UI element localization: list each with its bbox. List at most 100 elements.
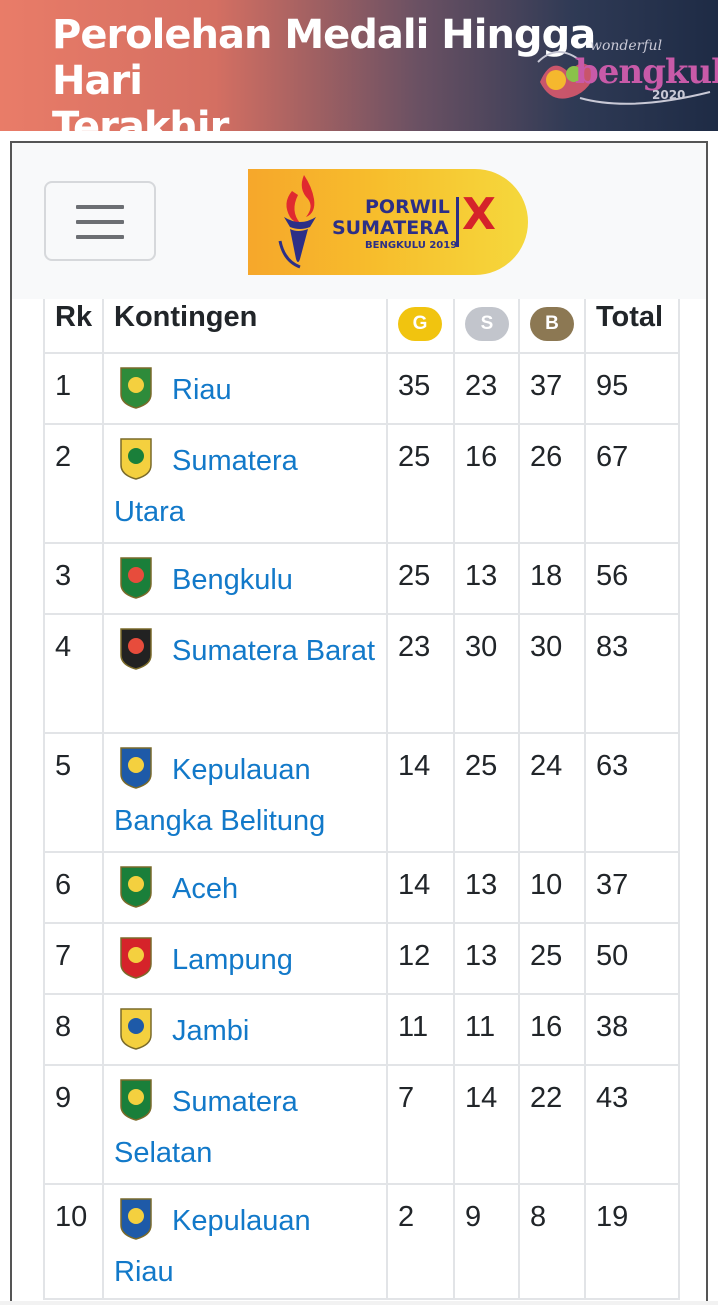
- rank-cell: 2: [43, 423, 104, 544]
- silver-count-cell: 13: [453, 542, 520, 615]
- rank-cell: 3: [43, 542, 104, 615]
- gold-count-cell: 14: [386, 851, 455, 924]
- contingent-link[interactable]: Riau: [172, 374, 232, 406]
- contingent-link[interactable]: Lampung: [172, 944, 293, 976]
- medal-table: Rk Kontingen G S B Total 1 Riau 35 23 37 95 2 S…: [43, 299, 680, 1300]
- table-row: 2 Sumatera Utara 25 16 26 67: [43, 423, 680, 544]
- total-count-cell: 38: [584, 993, 680, 1066]
- hamburger-icon-bar: [76, 220, 124, 224]
- brand-divider: [456, 197, 459, 247]
- province-emblem-icon: [120, 367, 152, 410]
- contingent-link[interactable]: Bengkulu: [172, 564, 293, 596]
- contingent-cell: Kepulauan Riau: [102, 1183, 388, 1300]
- contingent-cell: Bengkulu: [102, 542, 388, 615]
- table-row: 4 Sumatera Barat 23 30 30 83: [43, 613, 680, 734]
- province-emblem-icon: [120, 1079, 152, 1122]
- page-banner: Perolehan Medali Hingga Hari Terakhir wo…: [0, 0, 718, 131]
- bronze-count-cell: 26: [518, 423, 586, 544]
- header-gold: G: [386, 299, 455, 354]
- bottom-divider: [0, 1301, 718, 1305]
- wonderful-bengkulu-logo: [537, 51, 711, 105]
- contingent-link[interactable]: Aceh: [172, 873, 239, 905]
- logo-year-text: 2020: [652, 88, 686, 102]
- gold-count-cell: 25: [386, 423, 455, 544]
- gold-count-cell: 2: [386, 1183, 455, 1300]
- contingent-link[interactable]: Kepulauan Riau: [114, 1205, 311, 1288]
- silver-count-cell: 23: [453, 352, 520, 425]
- province-emblem-icon: [120, 747, 152, 790]
- contingent-cell: Aceh: [102, 851, 388, 924]
- silver-count-cell: 30: [453, 613, 520, 734]
- province-emblem-icon: [120, 1008, 152, 1051]
- contingent-cell: Jambi: [102, 993, 388, 1066]
- total-count-cell: 56: [584, 542, 680, 615]
- contingent-link[interactable]: Sumatera Selatan: [114, 1086, 298, 1169]
- page-title-line2: Terakhir: [52, 104, 229, 131]
- table-row: 6 Aceh 14 13 10 37: [43, 851, 680, 924]
- table-row: 8 Jambi 11 11 16 38: [43, 993, 680, 1066]
- header-bronze: B: [518, 299, 586, 354]
- contingent-link[interactable]: Sumatera Barat: [172, 635, 376, 667]
- silver-count-cell: 9: [453, 1183, 520, 1300]
- silver-count-cell: 25: [453, 732, 520, 853]
- header-rank: Rk: [43, 299, 104, 354]
- menu-toggle-button[interactable]: [44, 181, 156, 261]
- contingent-cell: Kepulauan Bangka Belitung: [102, 732, 388, 853]
- content-frame: PORWIL SUMATERA BENGKULU 2019 X Rk Konti…: [10, 141, 708, 1301]
- table-row: 7 Lampung 12 13 25 50: [43, 922, 680, 995]
- navbar: PORWIL SUMATERA BENGKULU 2019 X: [12, 143, 706, 299]
- brand-location-text: BENGKULU 2019: [365, 240, 458, 251]
- total-count-cell: 95: [584, 352, 680, 425]
- brand-sumatera-text: SUMATERA: [332, 217, 449, 239]
- table-row: 10 Kepulauan Riau 2 9 8 19: [43, 1183, 680, 1300]
- table-row: 5 Kepulauan Bangka Belitung 14 25 24 63: [43, 732, 680, 853]
- bronze-count-cell: 30: [518, 613, 586, 734]
- logo-wonderful-text: wonderful: [590, 38, 663, 54]
- brand-numeral: X: [462, 189, 496, 240]
- contingent-cell: Sumatera Selatan: [102, 1064, 388, 1185]
- hamburger-icon-bar: [76, 205, 124, 209]
- total-count-cell: 43: [584, 1064, 680, 1185]
- medal-table-body: 1 Riau 35 23 37 95 2 Sumatera Utara 25 16 26 67 3 Ben…: [43, 352, 680, 1300]
- table-row: 3 Bengkulu 25 13 18 56: [43, 542, 680, 615]
- contingent-cell: Lampung: [102, 922, 388, 995]
- page-title: Perolehan Medali Hingga Hari Terakhir: [52, 12, 612, 131]
- province-emblem-icon: [120, 1198, 152, 1241]
- rank-cell: 4: [43, 613, 104, 734]
- header-silver: S: [453, 299, 520, 354]
- bronze-count-cell: 22: [518, 1064, 586, 1185]
- table-row: 1 Riau 35 23 37 95: [43, 352, 680, 425]
- header-contingent: Kontingen: [102, 299, 388, 354]
- bronze-count-cell: 18: [518, 542, 586, 615]
- contingent-link[interactable]: Kepulauan Bangka Belitung: [114, 754, 326, 837]
- total-count-cell: 67: [584, 423, 680, 544]
- rank-cell: 1: [43, 352, 104, 425]
- gold-count-cell: 11: [386, 993, 455, 1066]
- rank-cell: 5: [43, 732, 104, 853]
- rank-cell: 10: [43, 1183, 104, 1300]
- bronze-count-cell: 10: [518, 851, 586, 924]
- torch-icon: [278, 175, 316, 269]
- rank-cell: 8: [43, 993, 104, 1066]
- province-emblem-icon: [120, 557, 152, 600]
- province-emblem-icon: [120, 866, 152, 909]
- total-count-cell: 50: [584, 922, 680, 995]
- brand-logo[interactable]: PORWIL SUMATERA BENGKULU 2019 X: [248, 169, 528, 275]
- brand-porwil-text: PORWIL: [365, 196, 450, 218]
- table-header-row: Rk Kontingen G S B Total: [43, 299, 680, 354]
- silver-medal-icon: S: [465, 307, 509, 341]
- contingent-cell: Sumatera Utara: [102, 423, 388, 544]
- bronze-count-cell: 25: [518, 922, 586, 995]
- silver-count-cell: 14: [453, 1064, 520, 1185]
- total-count-cell: 63: [584, 732, 680, 853]
- silver-count-cell: 13: [453, 922, 520, 995]
- contingent-link[interactable]: Jambi: [172, 1015, 250, 1047]
- table-row: 9 Sumatera Selatan 7 14 22 43: [43, 1064, 680, 1185]
- rank-cell: 9: [43, 1064, 104, 1185]
- logo-bengkulu-text: bengkulu: [575, 52, 718, 92]
- bronze-count-cell: 16: [518, 993, 586, 1066]
- gold-count-cell: 25: [386, 542, 455, 615]
- province-emblem-icon: [120, 628, 152, 671]
- contingent-link[interactable]: Sumatera Utara: [114, 445, 298, 528]
- province-emblem-icon: [120, 438, 152, 481]
